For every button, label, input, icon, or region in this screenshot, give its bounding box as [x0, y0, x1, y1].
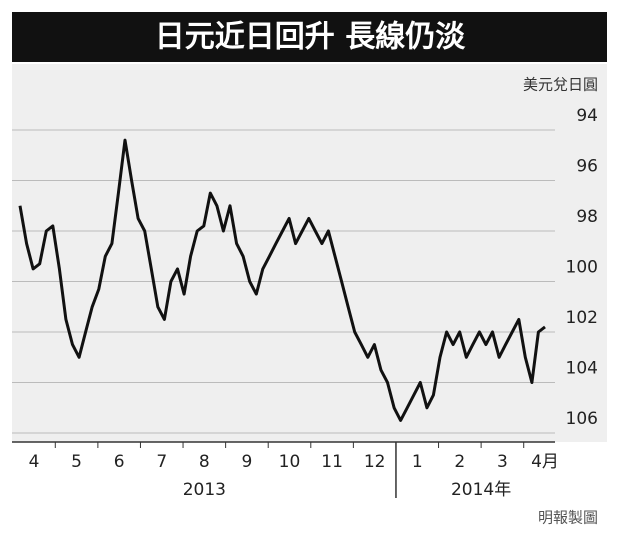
x-tick-label: 1	[412, 452, 423, 472]
year-label: 2013	[183, 480, 226, 500]
y-tick-label: 98	[576, 207, 598, 227]
y-tick-label: 102	[566, 308, 598, 328]
x-tick-label: 12	[364, 452, 386, 472]
chart-title: 日元近日回升 長線仍淡	[155, 20, 466, 55]
y-tick-label: 94	[576, 106, 598, 126]
y-axis-label: 美元兌日圓	[523, 76, 598, 94]
x-tick-label: 11	[321, 452, 343, 472]
x-tick-label: 3	[497, 452, 508, 472]
x-tick-label: 4	[29, 452, 40, 472]
y-tick-label: 100	[566, 258, 598, 278]
x-tick-label: 6	[114, 452, 125, 472]
x-tick-label: 5	[71, 452, 82, 472]
year-label: 2014年	[451, 480, 511, 500]
x-tick-label: 4月	[531, 452, 559, 472]
x-tick-label: 10	[279, 452, 301, 472]
y-tick-label: 104	[566, 359, 598, 379]
x-tick-label: 7	[156, 452, 167, 472]
x-tick-label: 9	[242, 452, 253, 472]
line-series	[18, 138, 546, 422]
x-tick-label: 2	[454, 452, 465, 472]
x-tick-label: 8	[199, 452, 210, 472]
title-bar	[12, 12, 607, 62]
plot-background	[12, 64, 607, 442]
y-tick-label: 96	[576, 157, 598, 177]
source: 明報製圖	[538, 509, 598, 527]
y-tick-label: 106	[566, 409, 598, 429]
